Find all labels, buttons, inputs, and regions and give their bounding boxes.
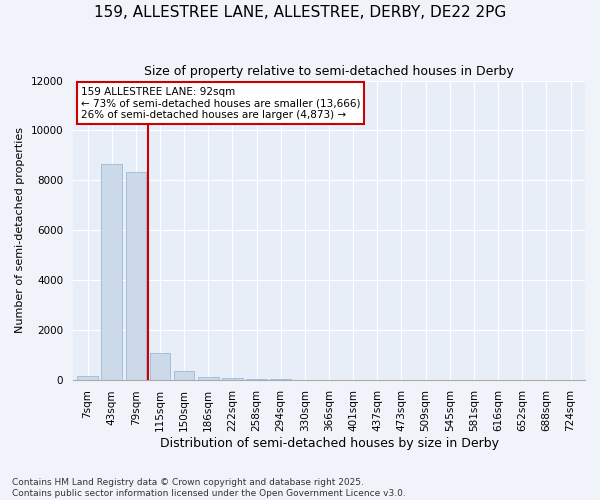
Bar <box>222 378 242 380</box>
Bar <box>150 354 170 380</box>
Y-axis label: Number of semi-detached properties: Number of semi-detached properties <box>15 127 25 333</box>
Text: Contains HM Land Registry data © Crown copyright and database right 2025.
Contai: Contains HM Land Registry data © Crown c… <box>12 478 406 498</box>
Bar <box>174 372 194 380</box>
Text: 159 ALLESTREE LANE: 92sqm
← 73% of semi-detached houses are smaller (13,666)
26%: 159 ALLESTREE LANE: 92sqm ← 73% of semi-… <box>81 86 360 120</box>
X-axis label: Distribution of semi-detached houses by size in Derby: Distribution of semi-detached houses by … <box>160 437 499 450</box>
Title: Size of property relative to semi-detached houses in Derby: Size of property relative to semi-detach… <box>144 65 514 78</box>
Bar <box>77 376 98 380</box>
Bar <box>247 379 267 380</box>
Bar <box>125 172 146 380</box>
Text: 159, ALLESTREE LANE, ALLESTREE, DERBY, DE22 2PG: 159, ALLESTREE LANE, ALLESTREE, DERBY, D… <box>94 5 506 20</box>
Bar <box>198 377 218 380</box>
Bar <box>101 164 122 380</box>
